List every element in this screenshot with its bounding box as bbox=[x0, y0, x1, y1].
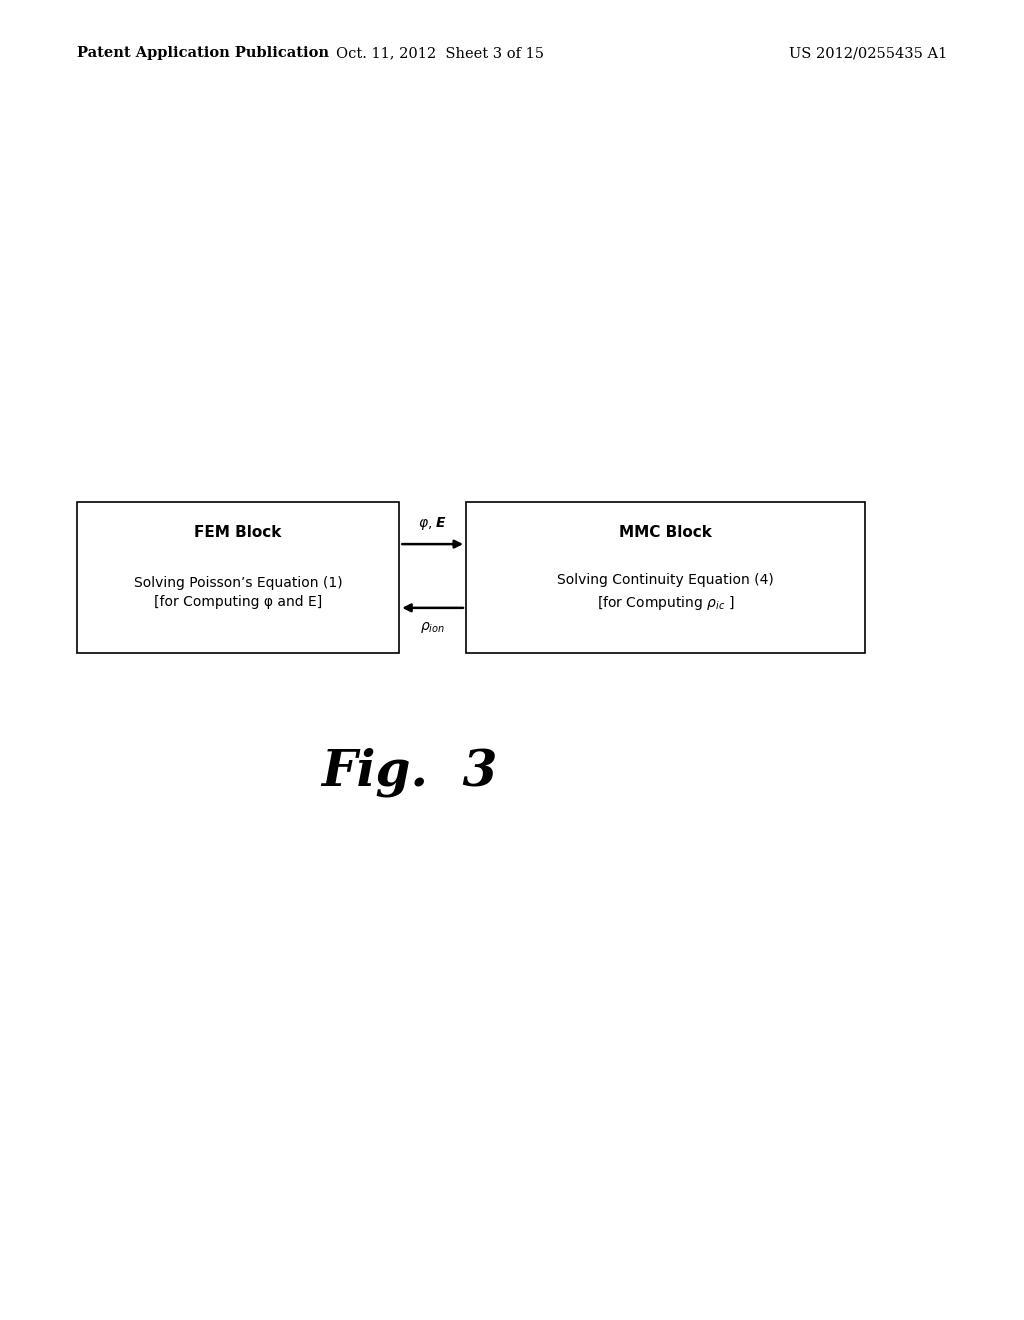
Text: Fig.  3: Fig. 3 bbox=[322, 747, 498, 797]
Text: Oct. 11, 2012  Sheet 3 of 15: Oct. 11, 2012 Sheet 3 of 15 bbox=[336, 46, 545, 61]
Text: MMC Block: MMC Block bbox=[620, 525, 712, 540]
Text: $\rho_{ion}$: $\rho_{ion}$ bbox=[420, 620, 445, 635]
Text: FEM Block: FEM Block bbox=[195, 525, 282, 540]
Text: Solving Poisson’s Equation (1)
[for Computing φ and E]: Solving Poisson’s Equation (1) [for Comp… bbox=[134, 576, 342, 610]
FancyBboxPatch shape bbox=[466, 502, 865, 653]
Text: Solving Continuity Equation (4)
[for Computing $\rho_{ic}$ ]: Solving Continuity Equation (4) [for Com… bbox=[557, 573, 774, 612]
FancyBboxPatch shape bbox=[77, 502, 399, 653]
Text: $\varphi$, $\bfit{E}$: $\varphi$, $\bfit{E}$ bbox=[418, 515, 447, 532]
Text: US 2012/0255435 A1: US 2012/0255435 A1 bbox=[788, 46, 947, 61]
Text: Patent Application Publication: Patent Application Publication bbox=[77, 46, 329, 61]
